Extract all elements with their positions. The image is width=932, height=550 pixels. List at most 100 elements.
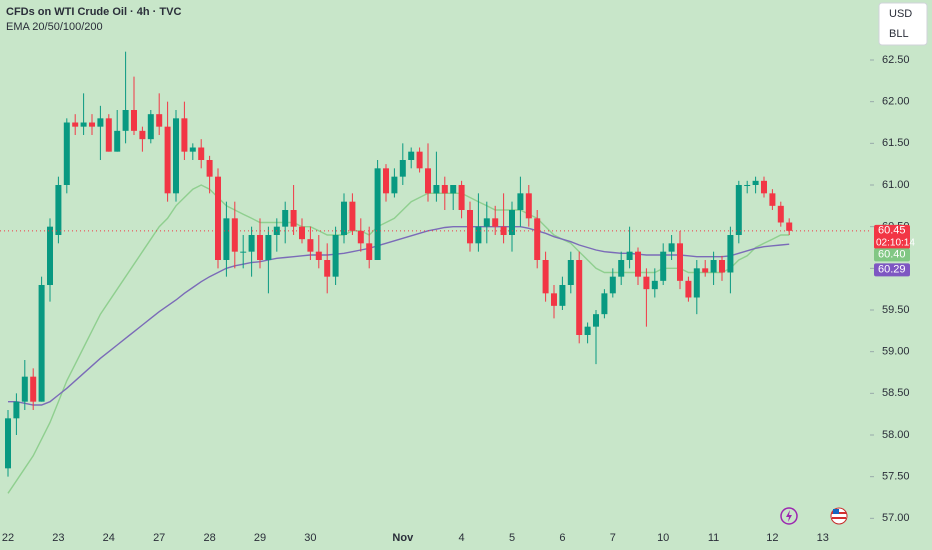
candle-body	[677, 243, 683, 281]
candle-body	[710, 260, 717, 273]
candle-body	[114, 130, 121, 152]
candle-body	[551, 293, 557, 306]
price-label-box	[874, 224, 910, 249]
candle-body	[609, 276, 616, 294]
candle-body	[324, 260, 331, 277]
y-tick-label: 57.00	[882, 512, 910, 524]
candle-body	[777, 205, 784, 223]
candle-body	[660, 251, 667, 281]
candle-body	[467, 210, 473, 244]
price-label-box	[874, 263, 910, 277]
candle-body	[231, 218, 238, 252]
candle-body	[80, 122, 87, 127]
y-tick-label: 62.00	[882, 96, 910, 108]
y-tick-label: 59.50	[882, 304, 910, 316]
unit-button[interactable]: BLL	[889, 28, 909, 40]
candle-body	[416, 151, 423, 169]
candle-body	[72, 122, 79, 127]
candle-body	[240, 251, 247, 253]
candle-body	[97, 118, 104, 127]
candle-body	[131, 110, 137, 131]
candle-body	[383, 168, 389, 194]
candle-body	[63, 122, 70, 185]
candle-body	[332, 235, 339, 277]
candle-body	[139, 130, 146, 140]
candle-body	[349, 201, 356, 231]
candle-body	[593, 314, 599, 327]
candle-body	[651, 280, 658, 290]
candle-body	[744, 185, 751, 186]
candle-body	[181, 118, 188, 152]
candle-body	[517, 193, 524, 210]
candle-body	[735, 185, 742, 235]
candle-body	[399, 160, 406, 177]
candle-body	[425, 168, 431, 194]
countdown: 02:10:14	[876, 237, 915, 248]
candle-body	[105, 118, 112, 152]
candle-body	[156, 114, 163, 127]
candle-body	[55, 185, 62, 235]
x-tick-label: 11	[708, 532, 719, 544]
candle-body	[341, 201, 347, 235]
x-tick-label: Nov	[392, 532, 414, 544]
candle-body	[257, 235, 263, 260]
candle-body	[752, 180, 759, 185]
candle-body	[618, 260, 625, 277]
candle-body	[475, 226, 482, 244]
candle-body	[248, 235, 255, 252]
x-tick-label: 28	[203, 532, 215, 544]
candle-body	[500, 226, 507, 235]
candle-body	[441, 185, 448, 194]
x-tick-label: 29	[254, 532, 266, 544]
candle-body	[164, 126, 171, 194]
candle-body	[450, 185, 457, 194]
x-tick-label: 30	[304, 532, 316, 544]
candle-body	[290, 210, 297, 227]
flash-icon[interactable]	[780, 507, 798, 525]
candle-body	[391, 176, 398, 194]
candle-body	[265, 235, 272, 260]
price-label: 60.45	[878, 225, 906, 237]
x-tick-label: 12	[766, 532, 778, 544]
candle-body	[198, 147, 205, 160]
y-tick-label: 61.50	[882, 137, 910, 149]
candle-body	[315, 251, 322, 260]
candle-body	[38, 285, 45, 402]
candle-body	[5, 418, 11, 469]
candle-body	[685, 280, 692, 298]
candle-body	[307, 239, 314, 252]
y-tick-label: 62.50	[882, 54, 910, 66]
candle-body	[542, 260, 549, 294]
candle-body	[30, 376, 37, 402]
candle-body	[215, 176, 221, 260]
candle-body	[761, 180, 767, 194]
candle-body	[727, 235, 734, 273]
candle-body	[509, 210, 515, 235]
x-tick-label: 7	[610, 532, 616, 544]
candle-body	[433, 185, 440, 194]
y-tick-label: 61.00	[882, 179, 910, 191]
ema-line	[7, 184, 790, 494]
candle-body	[299, 226, 305, 240]
candle-body	[206, 160, 213, 177]
candle-body	[357, 230, 364, 244]
us-flag-icon[interactable]	[830, 507, 848, 525]
candle-body	[458, 185, 465, 210]
x-tick-label: 13	[817, 532, 829, 544]
candle-body	[534, 218, 541, 260]
y-tick-label: 58.00	[882, 429, 910, 441]
candle-body	[13, 401, 20, 419]
candle-body	[626, 251, 633, 260]
candle-body	[408, 151, 415, 160]
candle-body	[693, 268, 700, 298]
candle-body	[173, 118, 179, 194]
x-tick-label: 4	[459, 532, 465, 544]
x-tick-label: 27	[153, 532, 165, 544]
x-tick-label: 24	[103, 532, 115, 544]
candle-body	[668, 243, 675, 252]
indicator-label: EMA 20/50/100/200	[6, 21, 103, 33]
candle-body	[189, 147, 196, 152]
currency-button[interactable]: USD	[889, 8, 912, 20]
price-label: 60.40	[878, 249, 906, 261]
